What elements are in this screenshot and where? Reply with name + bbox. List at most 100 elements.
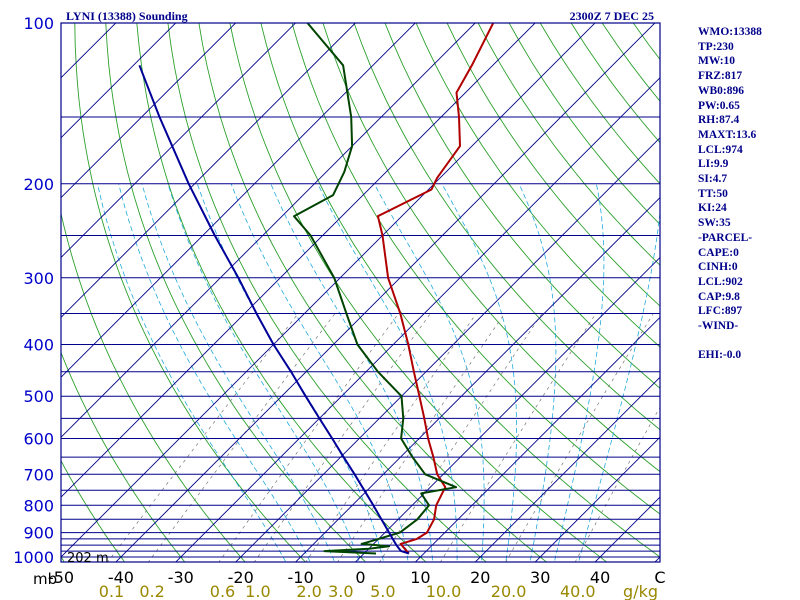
isotherm bbox=[115, 23, 656, 562]
index-item: LFC:897 bbox=[698, 305, 743, 318]
temperature-tick-label: 10 bbox=[410, 568, 430, 587]
chart-title: LYNI (13388) Sounding bbox=[66, 9, 188, 23]
index-item: SW:35 bbox=[698, 217, 731, 230]
isotherm bbox=[534, 436, 660, 562]
temperature-tick-label: -20 bbox=[228, 568, 254, 587]
temperature-tick-label: -40 bbox=[108, 568, 134, 587]
moist-adiabat bbox=[167, 183, 360, 562]
temperature-trace bbox=[376, 23, 495, 555]
isotherm bbox=[294, 196, 660, 562]
pressure-tick-label: 900 bbox=[23, 524, 54, 543]
isotherms bbox=[0, 11, 660, 568]
isotherm bbox=[61, 23, 536, 498]
mixing-ratio-tick-label: 0.6 bbox=[210, 582, 235, 600]
isotherm bbox=[61, 23, 416, 378]
pressure-tick-label: 100 bbox=[23, 14, 54, 33]
dry-adiabat bbox=[384, 23, 660, 389]
dry-adiabat bbox=[415, 23, 660, 348]
mixing-ratio-tick-label: 20.0 bbox=[491, 582, 527, 600]
dry-adiabat bbox=[291, 23, 660, 515]
parcel-trace bbox=[138, 64, 410, 555]
index-item: CAPE:0 bbox=[698, 246, 739, 259]
temperature-tick-label: 40 bbox=[590, 568, 610, 587]
plot-area bbox=[61, 23, 660, 562]
station-elevation: 202 m bbox=[67, 551, 109, 566]
dewpoint-trace bbox=[293, 23, 458, 555]
dry-adiabat bbox=[61, 459, 126, 562]
pressure-axis: 100 200 300 400 500 600 700 800 900 1000 bbox=[13, 14, 54, 567]
index-item: CAP:9.8 bbox=[698, 290, 740, 303]
index-item: EHI:-0.0 bbox=[698, 349, 742, 362]
isotherm bbox=[61, 23, 297, 259]
index-item: CINH:0 bbox=[698, 261, 738, 274]
moist-adiabat bbox=[317, 183, 458, 562]
index-item: LCL:902 bbox=[698, 275, 743, 288]
index-item: -WIND- bbox=[698, 320, 739, 333]
mixing-ratio-tick-label: 2.0 bbox=[296, 582, 321, 600]
index-item: TT:50 bbox=[698, 187, 728, 200]
temperature-tick-label: 0 bbox=[355, 568, 365, 587]
pressure-tick-label: 400 bbox=[23, 336, 54, 355]
mixing-ratio-tick-label: 0.1 bbox=[99, 582, 124, 600]
index-item: TP:230 bbox=[698, 40, 734, 53]
temperature-tick-label: C bbox=[654, 568, 665, 587]
isotherm bbox=[61, 23, 177, 139]
isotherm bbox=[61, 23, 357, 319]
moist-adiabat bbox=[373, 183, 485, 562]
temperature-tick-label: -50 bbox=[48, 568, 74, 587]
pressure-tick-label: 200 bbox=[23, 175, 54, 194]
temperature-tick-label: -10 bbox=[288, 568, 314, 587]
mixing-ratio-line bbox=[379, 313, 543, 562]
moist-adiabat bbox=[230, 183, 409, 562]
dry-adiabat bbox=[61, 211, 246, 562]
dry-adiabat bbox=[74, 23, 306, 562]
dry-adiabat bbox=[136, 23, 427, 562]
dry-adiabat bbox=[260, 23, 660, 558]
pressure-tick-label: 300 bbox=[23, 269, 54, 288]
moist-adiabat bbox=[441, 183, 517, 562]
mixing-ratio-tick-label: 1.0 bbox=[245, 582, 270, 600]
index-item: LCL:974 bbox=[698, 143, 743, 156]
sounding-traces bbox=[138, 23, 495, 555]
dry-adiabat bbox=[61, 556, 65, 562]
index-item: WMO:13388 bbox=[698, 26, 762, 38]
mixing-ratio-axis: 0.1 0.2 0.6 1.0 2.0 3.0 5.0 10.0 20.0 40.0 bbox=[99, 582, 596, 600]
moist-adiabats bbox=[97, 183, 660, 562]
isotherm bbox=[175, 77, 660, 562]
isotherm bbox=[235, 137, 660, 562]
isotherm bbox=[0, 11, 68, 568]
temperature-tick-label: 30 bbox=[530, 568, 550, 587]
index-item: MW:10 bbox=[698, 55, 736, 68]
isotherm bbox=[61, 23, 476, 438]
isotherm bbox=[474, 376, 660, 562]
moist-adiabat bbox=[518, 183, 557, 562]
isotherm bbox=[0, 11, 8, 568]
temperature-tick-label: 20 bbox=[470, 568, 490, 587]
pressure-tick-label: 700 bbox=[23, 465, 54, 484]
dry-adiabat bbox=[477, 23, 660, 266]
pressure-tick-label: 800 bbox=[23, 496, 54, 515]
moist-adiabat bbox=[578, 209, 660, 562]
mixing-ratio-line bbox=[505, 313, 654, 562]
index-item: FRZ:817 bbox=[698, 70, 743, 83]
mixing-ratio-line bbox=[218, 313, 399, 562]
plot-frame bbox=[60, 22, 661, 563]
stability-indices-panel: WMO:13388 TP:230 MW:10 FRZ:817 WB0:896 PW:0.6… bbox=[698, 25, 798, 363]
temperature-tick-label: -30 bbox=[168, 568, 194, 587]
pressure-unit-label: mb bbox=[33, 570, 57, 588]
isobars bbox=[61, 23, 660, 558]
temperature-axis: -50 -40 -30 -20 -10 0 10 20 30 40 C bbox=[48, 568, 666, 587]
mixing-ratio-tick-label: 0.2 bbox=[139, 582, 164, 600]
pressure-tick-label: 600 bbox=[23, 430, 54, 449]
pressure-tick-label: 1000 bbox=[13, 548, 54, 567]
index-item: -PARCEL- bbox=[698, 231, 753, 244]
mixing-ratio-tick-label: 40.0 bbox=[560, 582, 596, 600]
index-item: RH:87.4 bbox=[698, 114, 740, 127]
sounding-time: 2300Z 7 DEC 25 bbox=[570, 9, 654, 23]
index-item: PW:0.65 bbox=[698, 99, 740, 112]
isotherm bbox=[414, 316, 660, 562]
pressure-tick-label: 500 bbox=[23, 387, 54, 406]
mixing-ratio-unit-label: g/kg bbox=[623, 582, 658, 600]
